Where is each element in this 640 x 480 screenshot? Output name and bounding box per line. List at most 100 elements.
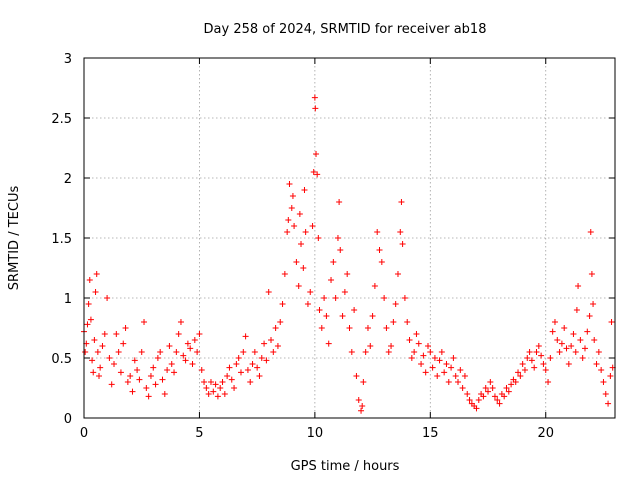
data-point bbox=[152, 381, 159, 388]
data-point bbox=[328, 277, 335, 283]
data-point bbox=[307, 289, 314, 295]
data-point bbox=[443, 361, 450, 367]
plot-frame bbox=[83, 57, 616, 419]
data-point bbox=[92, 289, 99, 295]
data-point bbox=[438, 349, 445, 355]
data-point bbox=[129, 388, 136, 395]
data-point bbox=[122, 325, 129, 331]
data-point bbox=[575, 283, 582, 289]
data-point bbox=[424, 343, 431, 349]
data-point bbox=[508, 381, 515, 388]
data-point bbox=[385, 349, 392, 355]
data-point bbox=[358, 407, 365, 414]
data-point bbox=[491, 393, 498, 400]
data-point bbox=[378, 259, 385, 265]
data-point bbox=[281, 271, 288, 277]
data-point bbox=[487, 379, 494, 385]
data-point bbox=[355, 397, 362, 403]
data-point bbox=[535, 343, 542, 349]
data-point bbox=[485, 388, 492, 395]
data-point bbox=[277, 319, 284, 325]
data-point bbox=[157, 349, 164, 355]
data-point bbox=[515, 369, 522, 376]
data-point bbox=[351, 307, 358, 313]
x-tick-label: 15 bbox=[422, 426, 439, 441]
data-point bbox=[427, 349, 434, 355]
data-point bbox=[301, 187, 308, 193]
data-point bbox=[177, 319, 184, 325]
data-point bbox=[501, 393, 508, 400]
x-tick-label: 0 bbox=[80, 426, 88, 441]
data-point bbox=[168, 361, 175, 367]
data-point bbox=[434, 373, 441, 379]
data-point bbox=[131, 357, 138, 364]
data-point bbox=[554, 337, 561, 343]
data-point bbox=[348, 349, 355, 355]
data-point bbox=[364, 325, 371, 331]
data-point bbox=[323, 313, 330, 319]
data-point bbox=[154, 355, 161, 361]
data-point bbox=[295, 283, 302, 289]
data-point bbox=[587, 229, 594, 235]
data-point bbox=[194, 349, 201, 355]
data-point bbox=[175, 331, 182, 337]
data-point bbox=[512, 379, 519, 385]
data-point bbox=[265, 289, 272, 295]
data-point bbox=[221, 391, 228, 397]
data-point bbox=[233, 361, 240, 367]
data-point bbox=[473, 405, 480, 412]
data-point bbox=[180, 352, 187, 359]
data-point bbox=[330, 259, 337, 265]
data-point bbox=[147, 373, 154, 379]
data-point bbox=[336, 199, 343, 205]
data-point bbox=[579, 355, 586, 361]
data-point bbox=[542, 367, 549, 373]
data-point bbox=[337, 247, 344, 253]
data-point bbox=[300, 265, 307, 271]
data-point bbox=[309, 223, 316, 229]
data-point bbox=[482, 385, 489, 391]
y-tick-label: 1 bbox=[64, 292, 72, 307]
data-point bbox=[143, 385, 150, 391]
data-point bbox=[82, 349, 89, 355]
data-point bbox=[464, 391, 471, 397]
data-point bbox=[298, 241, 305, 247]
data-point bbox=[182, 357, 189, 364]
data-point bbox=[398, 199, 405, 205]
data-point bbox=[161, 391, 168, 397]
data-point bbox=[595, 349, 602, 355]
data-point bbox=[590, 301, 597, 307]
data-point bbox=[436, 357, 443, 364]
data-point bbox=[279, 301, 286, 307]
data-point bbox=[166, 343, 173, 349]
data-point bbox=[399, 241, 406, 247]
data-point bbox=[457, 367, 464, 373]
data-point bbox=[605, 400, 612, 407]
data-point bbox=[549, 328, 556, 335]
data-point bbox=[244, 367, 251, 373]
data-point bbox=[570, 331, 577, 337]
data-point bbox=[422, 369, 429, 376]
data-point bbox=[226, 364, 233, 371]
data-point bbox=[268, 337, 275, 343]
data-point bbox=[466, 397, 473, 403]
data-point bbox=[353, 373, 360, 379]
data-point bbox=[598, 367, 605, 373]
data-point bbox=[519, 361, 526, 367]
data-point bbox=[203, 385, 210, 391]
data-point bbox=[332, 295, 339, 301]
data-point bbox=[413, 331, 420, 337]
grid-lines bbox=[83, 57, 615, 419]
data-point bbox=[89, 357, 96, 364]
data-point bbox=[573, 307, 580, 313]
data-point bbox=[251, 349, 258, 355]
axis-ticks: 0 5 10 15 20 0 0.5 1 1.5 2 2.5 3 bbox=[51, 52, 615, 441]
data-point bbox=[291, 223, 298, 229]
data-point bbox=[369, 313, 376, 319]
data-point bbox=[551, 319, 558, 325]
data-point bbox=[304, 301, 311, 307]
data-point bbox=[117, 369, 124, 376]
data-point bbox=[556, 349, 563, 355]
data-point bbox=[261, 340, 268, 347]
